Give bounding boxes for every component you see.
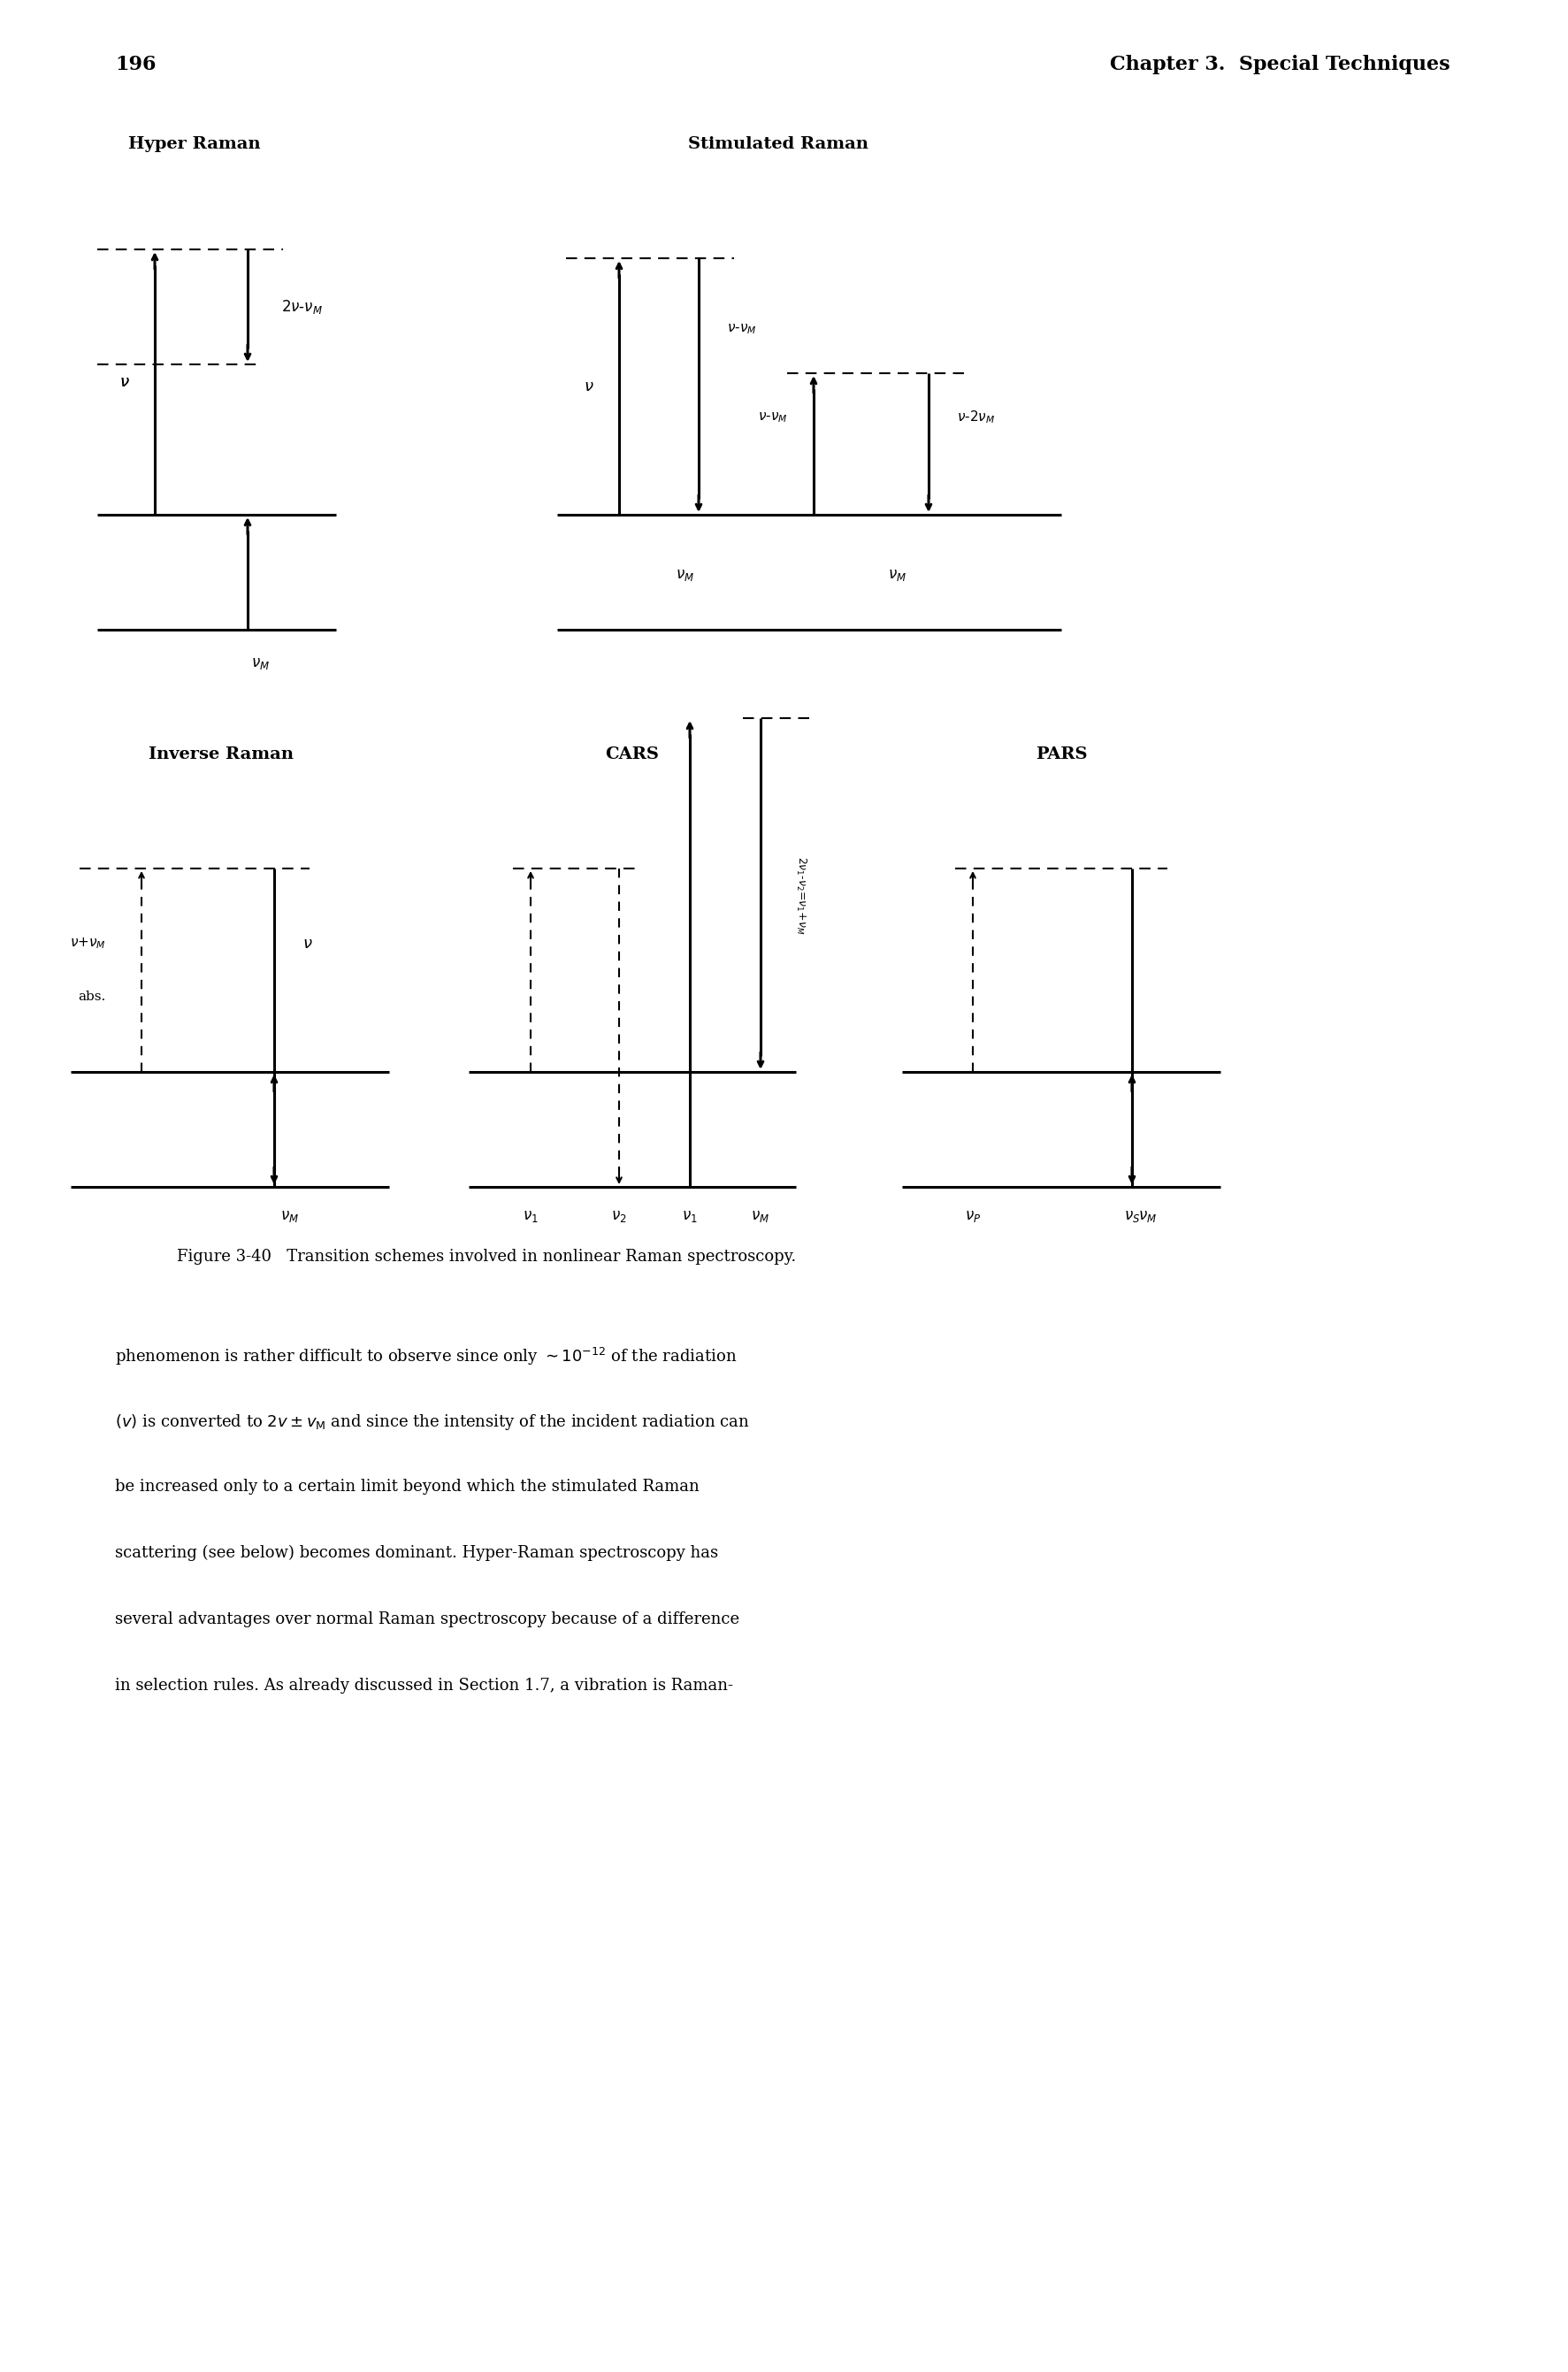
Text: $(v)$ is converted to $2v \pm v_\mathrm{M}$ and since the intensity of the incid: $(v)$ is converted to $2v \pm v_\mathrm{… — [114, 1411, 750, 1433]
Text: $\nu_1$: $\nu_1$ — [682, 1210, 698, 1224]
Text: $\nu$: $\nu$ — [119, 375, 130, 389]
Text: $\nu$: $\nu$ — [119, 375, 130, 389]
Text: $2\nu\text{-}\nu_M$: $2\nu\text{-}\nu_M$ — [281, 299, 323, 315]
Text: phenomenon is rather difficult to observe since only $\sim 10^{-12}$ of the radi: phenomenon is rather difficult to observ… — [114, 1345, 737, 1366]
Text: $\nu_M$: $\nu_M$ — [1138, 1210, 1157, 1224]
Text: $\nu_2$: $\nu_2$ — [612, 1210, 627, 1224]
Text: $\nu\text{-}\nu_M$: $\nu\text{-}\nu_M$ — [757, 410, 787, 425]
Text: Inverse Raman: Inverse Raman — [149, 747, 293, 761]
Text: $\nu_1$: $\nu_1$ — [522, 1210, 538, 1224]
Text: PARS: PARS — [1035, 747, 1087, 761]
Text: Chapter 3.  Special Techniques: Chapter 3. Special Techniques — [1110, 55, 1449, 74]
Text: $\nu_M$: $\nu_M$ — [676, 567, 695, 584]
Text: $\nu\text{+}\nu_M$: $\nu\text{+}\nu_M$ — [71, 937, 107, 951]
Text: $\nu_M$: $\nu_M$ — [751, 1210, 770, 1224]
Text: 196: 196 — [114, 55, 155, 74]
Text: $2\nu_1\text{-}\nu_2\text{=}\nu_1\text{+}\nu_M$: $2\nu_1\text{-}\nu_2\text{=}\nu_1\text{+… — [793, 856, 808, 935]
Text: in selection rules. As already discussed in Section 1.7, a vibration is Raman-: in selection rules. As already discussed… — [114, 1677, 732, 1694]
Text: CARS: CARS — [605, 747, 659, 761]
Text: $\nu$: $\nu$ — [303, 935, 312, 951]
Text: Hyper Raman: Hyper Raman — [129, 135, 260, 152]
Text: $\nu_M$: $\nu_M$ — [251, 657, 270, 671]
Text: be increased only to a certain limit beyond which the stimulated Raman: be increased only to a certain limit bey… — [114, 1478, 699, 1494]
Text: Figure 3-40   Transition schemes involved in nonlinear Raman spectroscopy.: Figure 3-40 Transition schemes involved … — [177, 1248, 795, 1264]
Text: $\nu\text{-}2\nu_M$: $\nu\text{-}2\nu_M$ — [956, 410, 994, 425]
Text: $\nu$: $\nu$ — [583, 380, 594, 394]
Text: several advantages over normal Raman spectroscopy because of a difference: several advantages over normal Raman spe… — [114, 1611, 739, 1627]
Text: $\nu\text{-}\nu_M$: $\nu\text{-}\nu_M$ — [726, 323, 756, 337]
Text: Stimulated Raman: Stimulated Raman — [688, 135, 869, 152]
Text: scattering (see below) becomes dominant. Hyper-Raman spectroscopy has: scattering (see below) becomes dominant.… — [114, 1544, 718, 1561]
Text: abs.: abs. — [78, 991, 107, 1003]
Text: $\nu_P$: $\nu_P$ — [964, 1210, 980, 1224]
Text: $\nu_S$: $\nu_S$ — [1123, 1210, 1140, 1224]
Text: $\nu_M$: $\nu_M$ — [887, 567, 906, 584]
Text: $\nu_M$: $\nu_M$ — [281, 1210, 299, 1224]
